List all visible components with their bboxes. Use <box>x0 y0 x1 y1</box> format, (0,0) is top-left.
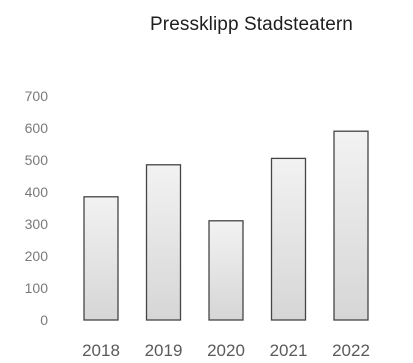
y-tick-label: 700 <box>25 88 49 104</box>
bar-2022 <box>333 130 369 321</box>
bar-2018 <box>83 196 119 321</box>
bars <box>83 130 369 321</box>
x-axis-ticks: 2018 2019 2020 2021 2022 <box>82 341 370 360</box>
y-tick-label: 400 <box>25 184 49 200</box>
bar-2020 <box>208 220 244 321</box>
y-tick-label: 100 <box>25 280 49 296</box>
x-tick-label: 2022 <box>332 341 370 360</box>
y-tick-label: 600 <box>25 120 49 136</box>
bar-2021 <box>270 157 307 321</box>
x-tick-label: 2020 <box>207 341 245 360</box>
y-tick-label: 0 <box>40 312 48 328</box>
bar-2019 <box>145 164 182 321</box>
x-tick-label: 2018 <box>82 341 120 360</box>
y-tick-label: 200 <box>25 248 49 264</box>
y-tick-label: 300 <box>25 216 49 232</box>
y-tick-label: 500 <box>25 152 49 168</box>
x-tick-label: 2021 <box>270 341 308 360</box>
chart-title: Pressklipp Stadsteatern <box>150 14 353 35</box>
x-tick-label: 2019 <box>145 341 183 360</box>
y-axis-ticks: 0 100 200 300 400 500 600 700 <box>25 88 49 328</box>
